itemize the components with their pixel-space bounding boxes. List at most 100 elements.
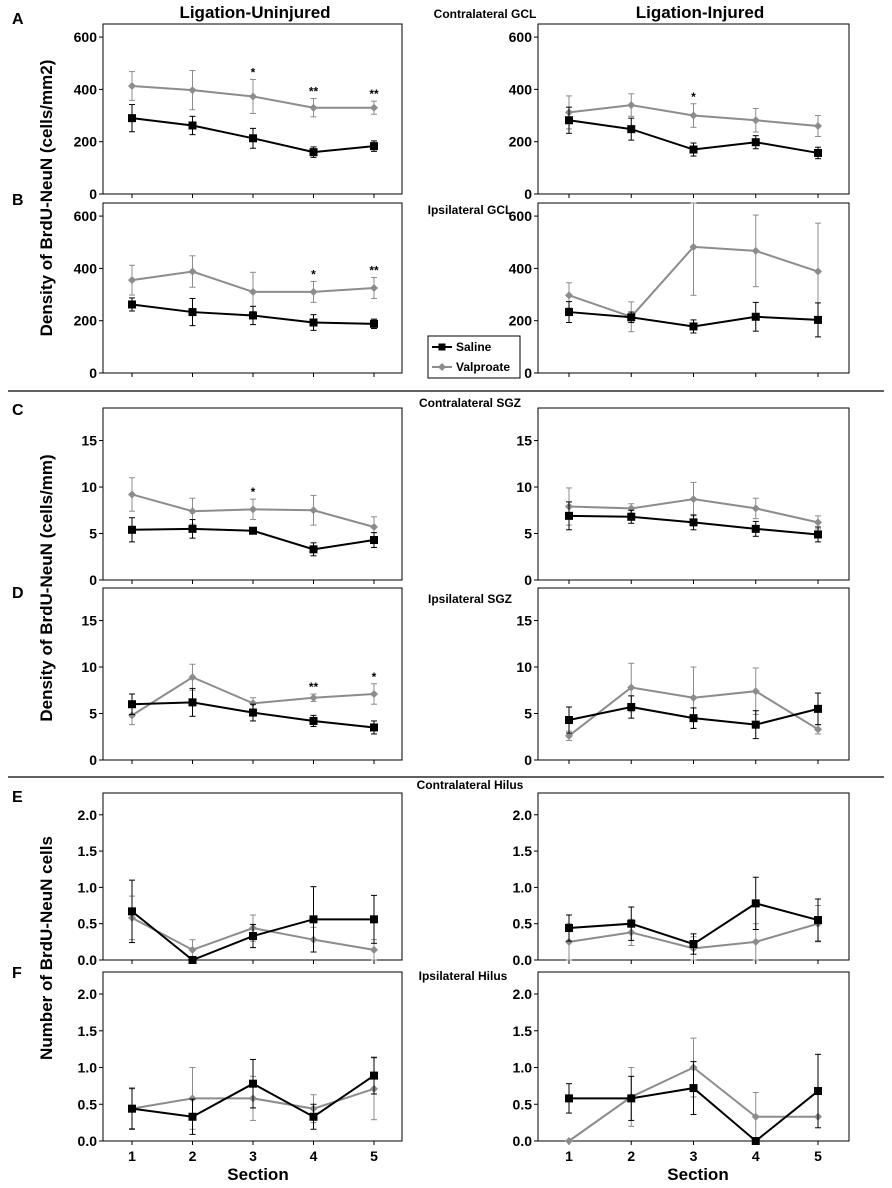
y-tick-label: 10 (516, 479, 532, 495)
y-tick-label: 1.5 (78, 843, 98, 859)
data-point (565, 716, 573, 725)
data-point (128, 114, 136, 123)
x-tick-label: 4 (310, 1148, 318, 1164)
y-tick-label: 0.5 (513, 1096, 533, 1112)
data-point (309, 716, 318, 725)
data-point (814, 704, 822, 713)
data-point (751, 720, 760, 729)
data-point (565, 511, 573, 520)
series-saline (565, 1053, 822, 1145)
data-point (309, 148, 318, 157)
column-title-injured: Ligation-Injured (636, 3, 764, 22)
data-point (188, 86, 197, 95)
legend-saline-marker (438, 343, 446, 351)
data-point (627, 919, 636, 928)
data-point (814, 518, 822, 527)
data-point (128, 1104, 136, 1113)
panel-letter-f: F (12, 965, 22, 982)
y-tick-label: 0 (89, 186, 97, 202)
data-point (309, 318, 318, 327)
data-point (689, 518, 698, 527)
y-tick-label: 0.0 (78, 952, 98, 968)
panel-letter-b: B (12, 192, 24, 209)
y-tick-label: 5 (524, 526, 532, 542)
y-tick-label: 1.0 (513, 879, 533, 895)
data-point (689, 693, 698, 702)
region-label-contralateral-gcl: Contralateral GCL (434, 7, 537, 21)
data-point (565, 924, 573, 933)
chart-E-uninjured: 0.0 0.5 1.0 1.5 2.0 (78, 792, 403, 968)
x-axis-label: Section (227, 1165, 288, 1184)
y-tick-label: 0 (524, 186, 532, 202)
series-valproate (565, 202, 822, 333)
data-point (627, 683, 636, 692)
data-point (309, 545, 318, 554)
data-point (249, 1079, 257, 1088)
significance-marker: * (372, 670, 377, 684)
y-tick-label: 400 (509, 260, 533, 276)
x-tick-label: 1 (128, 1148, 136, 1164)
y-tick-label: 400 (74, 260, 98, 276)
data-point (188, 121, 197, 130)
y-tick-label: 200 (509, 134, 533, 150)
y-tick-label: 2.0 (78, 986, 98, 1002)
data-point (370, 103, 378, 112)
data-point (249, 526, 257, 535)
data-point (128, 711, 136, 720)
data-point (627, 504, 636, 513)
significance-marker: ** (309, 680, 319, 694)
series-saline (565, 301, 822, 338)
legend: Saline Valproate (427, 335, 521, 379)
data-point (814, 530, 822, 539)
data-point (689, 1084, 698, 1093)
data-point (689, 714, 698, 723)
data-point (627, 1094, 636, 1103)
significance-marker: ** (309, 85, 319, 99)
data-point (309, 1112, 318, 1121)
data-point (128, 490, 136, 499)
data-point (751, 687, 760, 696)
series-valproate (128, 477, 378, 538)
y-tick-label: 0 (89, 752, 97, 768)
y-tick-label: 1.5 (78, 1023, 98, 1039)
panel-letter-e: E (12, 789, 23, 806)
data-point (751, 1137, 760, 1145)
data-point (309, 287, 318, 296)
y-tick-label: 2.0 (78, 807, 98, 823)
data-point (188, 945, 197, 954)
data-point (370, 284, 378, 292)
data-point (249, 92, 257, 101)
data-point (188, 673, 197, 682)
data-point (188, 524, 197, 533)
y-tick-label: 1.5 (513, 1023, 533, 1039)
y-tick-label: 600 (74, 29, 98, 45)
data-point (249, 708, 257, 717)
region-label-contralateral-hilus: Contralateral Hilus (417, 778, 524, 792)
data-point (309, 506, 318, 515)
panel-letter-c: C (12, 402, 24, 419)
data-point (128, 81, 136, 90)
region-label-ipsilateral-sgz: Ipsilateral SGZ (428, 592, 512, 606)
data-point (565, 291, 573, 300)
data-point (188, 956, 197, 964)
column-title-uninjured: Ligation-Uninjured (179, 3, 330, 22)
significance-marker: ** (369, 87, 379, 101)
data-point (370, 142, 378, 151)
x-tick-label: 2 (189, 1148, 197, 1164)
legend-valproate-marker (438, 363, 446, 371)
significance-marker: * (311, 267, 316, 281)
x-tick-label: 3 (249, 1148, 257, 1164)
y-tick-label: 400 (509, 81, 533, 97)
y-tick-label: 0 (524, 572, 532, 588)
series-saline (565, 876, 822, 955)
y-tick-label: 1.5 (513, 843, 533, 859)
region-label-ipsilateral-gcl: Ipsilateral GCL (428, 203, 513, 217)
y-tick-label: 0 (524, 365, 532, 381)
data-point (565, 1094, 573, 1103)
y-tick-label: 5 (89, 526, 97, 542)
x-axis-label: Section (667, 1165, 728, 1184)
legend-box (427, 335, 521, 379)
data-point (751, 524, 760, 533)
panel-letter-d: D (12, 585, 24, 602)
